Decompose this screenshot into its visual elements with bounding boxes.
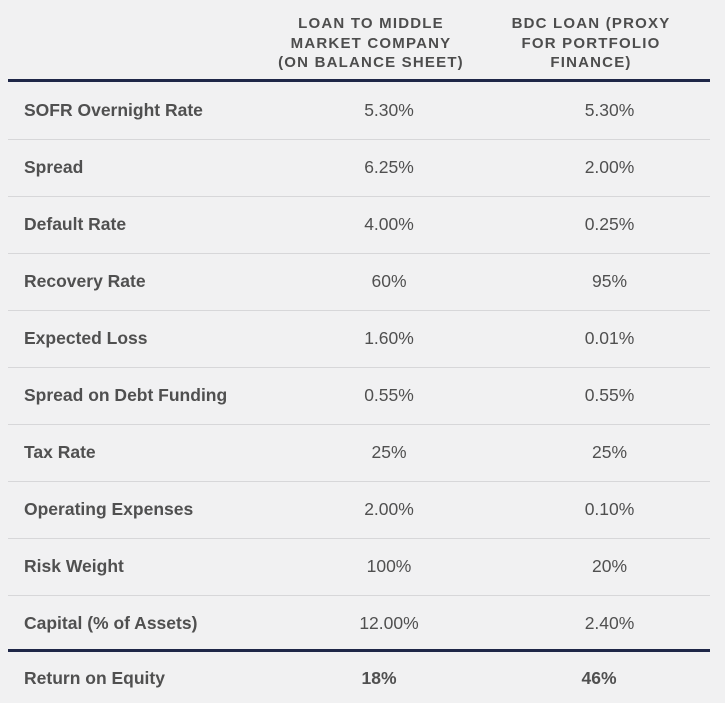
row-label: Operating Expenses [8, 481, 269, 539]
total-divider [8, 649, 710, 652]
column-header-line: BDC LOAN (PROXY [511, 15, 671, 32]
row-label: Recovery Rate [8, 253, 269, 311]
row-label: Capital (% of Assets) [24, 613, 198, 634]
table-row: Tax Rate 25% 25% [8, 424, 710, 482]
total-middle-market: 18% [361, 668, 397, 688]
cell-middle-market: 5.30% [269, 82, 509, 140]
cell-bdc: 2.00% [509, 139, 710, 197]
cell-bdc: 0.55% [509, 367, 710, 425]
table-row: Spread 6.25% 2.00% [8, 139, 710, 197]
column-header-line: FINANCE) [550, 54, 632, 71]
cell-middle-market: 100% [269, 538, 509, 596]
row-label: SOFR Overnight Rate [8, 82, 269, 140]
cell-middle-market: 1.60% [269, 310, 509, 368]
cell-bdc: 0.10% [509, 481, 710, 539]
table-row: Risk Weight 100% 20% [8, 538, 710, 596]
table-row: Expected Loss 1.60% 0.01% [8, 310, 710, 368]
table-row: Capital (% of Assets) 12.00% 2.40% [8, 595, 710, 652]
column-header-line: FOR PORTFOLIO [521, 34, 661, 52]
cell-middle-market: 60% [269, 253, 509, 311]
row-label: Expected Loss [8, 310, 269, 368]
row-label: Risk Weight [8, 538, 269, 596]
cell-middle-market: 6.25% [269, 139, 509, 197]
cell-bdc: 0.25% [509, 196, 710, 254]
column-header-line: (ON BALANCE SHEET) [278, 54, 464, 71]
header-divider [8, 79, 710, 82]
table-row: Spread on Debt Funding 0.55% 0.55% [8, 367, 710, 425]
column-header-middle-market-loan: LOAN TO MIDDLE MARKET COMPANY (ON BALANC… [261, 14, 481, 73]
cell-bdc: 25% [509, 424, 710, 482]
total-row-label: Return on Equity [24, 668, 165, 688]
row-label: Spread [8, 139, 269, 197]
total-bdc: 46% [581, 668, 617, 688]
cell-middle-market: 12.00% [359, 613, 419, 634]
cell-bdc: 0.01% [509, 310, 710, 368]
cell-bdc: 2.40% [584, 613, 635, 634]
table-row: Recovery Rate 60% 95% [8, 253, 710, 311]
row-label: Tax Rate [8, 424, 269, 482]
cell-bdc: 95% [509, 253, 710, 311]
cell-middle-market: 4.00% [269, 196, 509, 254]
row-label: Default Rate [8, 196, 269, 254]
row-label: Spread on Debt Funding [8, 367, 269, 425]
cell-bdc: 5.30% [509, 82, 710, 140]
column-header-line: MARKET COMPANY [290, 34, 452, 52]
table-row: Operating Expenses 2.00% 0.10% [8, 481, 710, 539]
data-table: SOFR Overnight Rate 5.30% 5.30% Spread 6… [8, 82, 710, 652]
table-row: Default Rate 4.00% 0.25% [8, 196, 710, 254]
total-row: Return on Equity 18% 46% [8, 652, 710, 703]
cell-bdc: 20% [509, 538, 710, 596]
table-header: LOAN TO MIDDLE MARKET COMPANY (ON BALANC… [8, 0, 710, 80]
cell-middle-market: 2.00% [269, 481, 509, 539]
cell-middle-market: 0.55% [269, 367, 509, 425]
table-row: SOFR Overnight Rate 5.30% 5.30% [8, 82, 710, 140]
column-header-bdc-loan: BDC LOAN (PROXY FOR PORTFOLIO FINANCE) [481, 14, 701, 73]
cell-middle-market: 25% [269, 424, 509, 482]
column-header-line: LOAN TO MIDDLE [298, 15, 444, 32]
